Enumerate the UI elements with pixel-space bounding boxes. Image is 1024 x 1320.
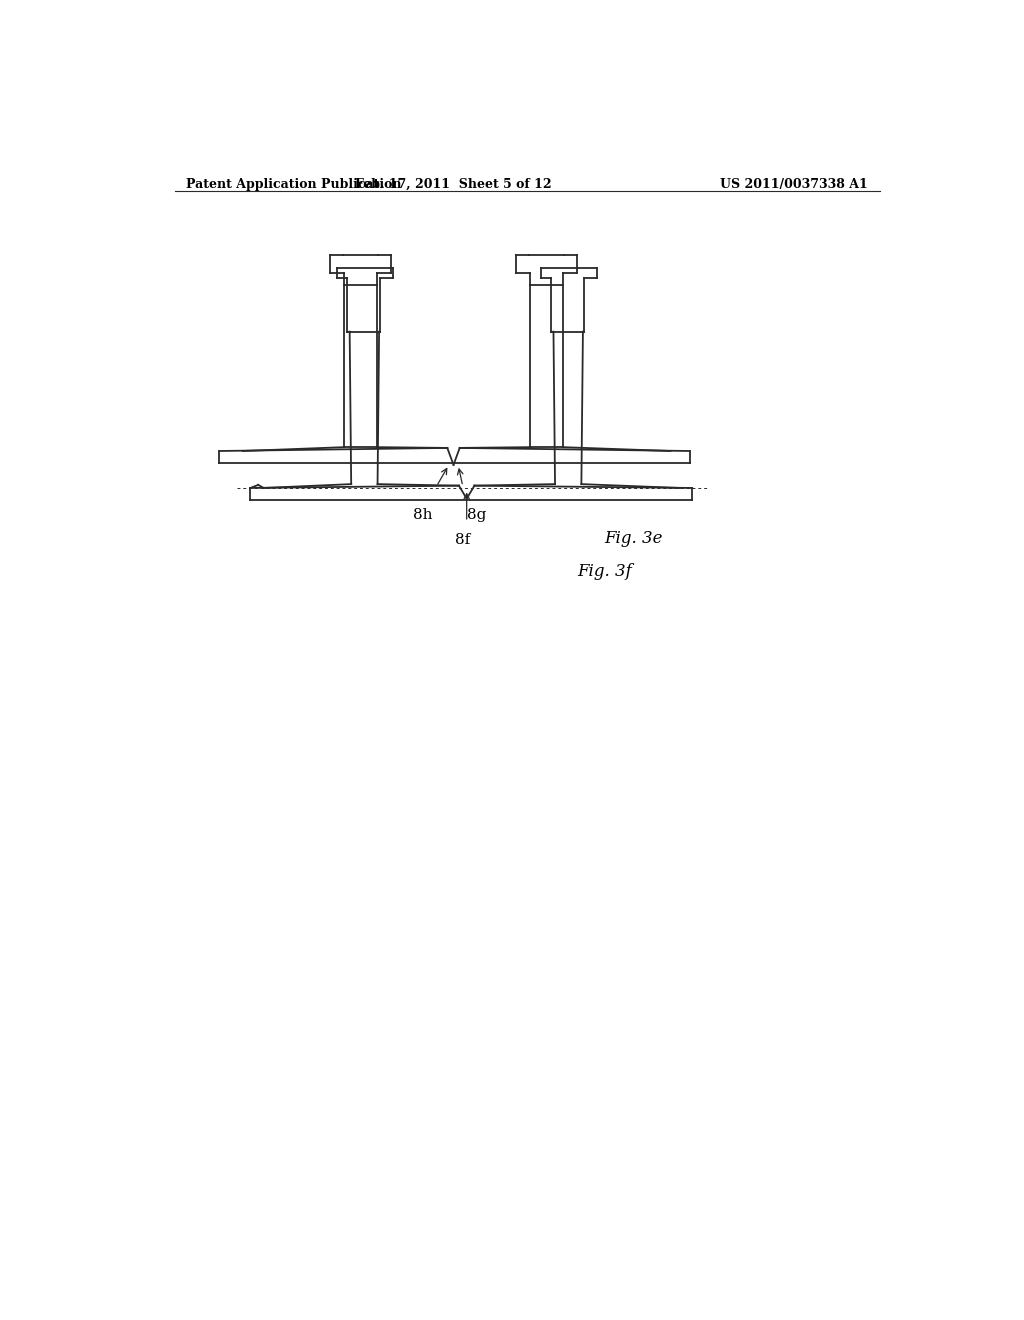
Text: Feb. 17, 2011  Sheet 5 of 12: Feb. 17, 2011 Sheet 5 of 12 [355,178,552,190]
Text: Fig. 3f: Fig. 3f [578,564,632,581]
Text: US 2011/0037338 A1: US 2011/0037338 A1 [720,178,868,190]
Text: 8f: 8f [456,533,470,548]
Text: 8g: 8g [467,508,486,521]
Text: 8h: 8h [413,508,432,521]
Text: Fig. 3e: Fig. 3e [604,529,664,546]
Text: Patent Application Publication: Patent Application Publication [186,178,401,190]
